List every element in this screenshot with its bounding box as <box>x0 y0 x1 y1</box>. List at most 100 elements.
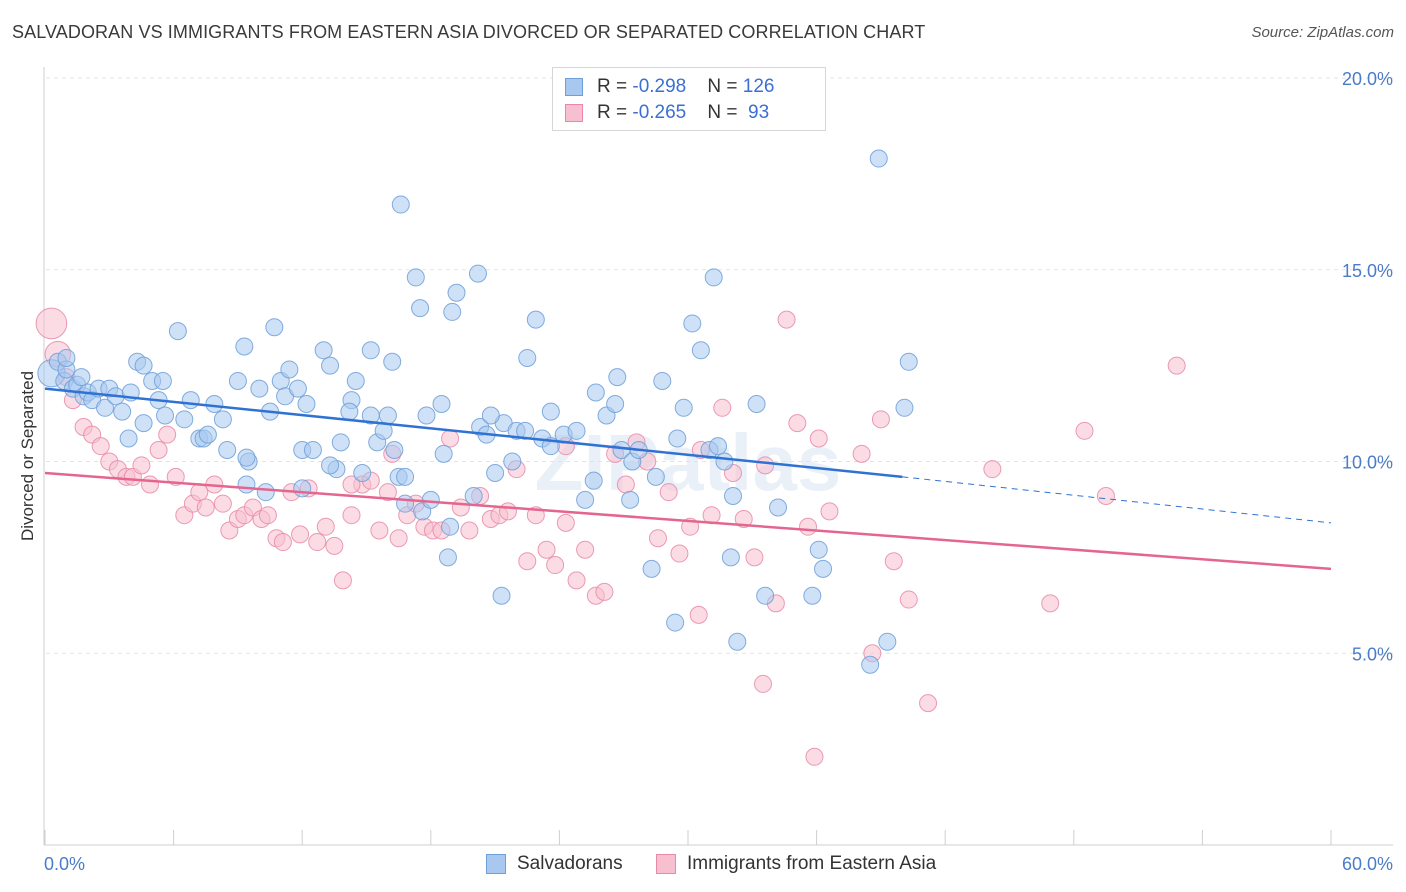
data-point <box>492 586 511 605</box>
data-point <box>235 337 254 356</box>
data-point <box>608 368 627 387</box>
data-point <box>567 421 586 440</box>
data-point <box>691 341 710 360</box>
data-point <box>72 368 91 387</box>
data-point <box>119 429 138 448</box>
data-point <box>754 674 773 693</box>
data-point <box>689 605 708 624</box>
data-point <box>250 379 269 398</box>
data-point <box>709 437 728 456</box>
legend-row-salvadorans: R = -0.298 N = 126 <box>565 76 774 100</box>
y-axis-label: Divorced or Separated <box>18 371 37 541</box>
data-point <box>205 394 224 413</box>
data-point <box>713 398 732 417</box>
data-point <box>715 452 734 471</box>
data-point <box>788 414 807 433</box>
data-point <box>809 540 828 559</box>
data-point <box>213 494 232 513</box>
data-point <box>704 268 723 287</box>
data-point <box>237 475 256 494</box>
data-point <box>256 483 275 502</box>
data-point <box>1041 594 1060 613</box>
data-point <box>721 548 740 567</box>
data-point <box>747 394 766 413</box>
data-point <box>237 448 256 467</box>
data-point <box>113 402 132 421</box>
data-point <box>674 398 693 417</box>
data-point <box>149 440 168 459</box>
trend-lines <box>44 387 1332 571</box>
data-point <box>331 433 350 452</box>
data-point <box>724 487 743 506</box>
data-point <box>141 475 160 494</box>
data-point <box>576 490 595 509</box>
legend-row-eastern-asia: R = -0.265 N = 93 <box>565 102 769 126</box>
data-point <box>441 517 460 536</box>
data-point <box>308 533 327 552</box>
axes <box>43 67 1393 846</box>
data-point <box>878 632 897 651</box>
data-point <box>814 559 833 578</box>
y-tick-label: 5.0% <box>1352 644 1393 664</box>
legend-swatch-pink <box>565 104 583 122</box>
data-point <box>919 694 938 713</box>
data-point <box>648 529 667 548</box>
data-point <box>899 352 918 371</box>
data-point <box>280 360 299 379</box>
data-point <box>134 356 153 375</box>
legend-swatch-pink <box>656 854 676 874</box>
data-point <box>526 310 545 329</box>
data-point <box>646 467 665 486</box>
trend-line-salvadorans <box>44 387 903 479</box>
chart-title: SALVADORAN VS IMMIGRANTS FROM EASTERN AS… <box>12 22 926 42</box>
data-point <box>820 502 839 521</box>
data-point <box>516 421 535 440</box>
x-tick-label: 0.0% <box>44 854 85 874</box>
data-point <box>756 586 775 605</box>
data-point <box>443 302 462 321</box>
data-point <box>57 348 76 367</box>
data-point <box>333 571 352 590</box>
data-point <box>132 456 151 475</box>
data-point <box>595 582 614 601</box>
data-point <box>460 521 479 540</box>
data-point <box>291 525 310 544</box>
y-tick-label: 10.0% <box>1342 453 1393 473</box>
legend-label: Salvadorans <box>517 853 623 874</box>
data-point <box>213 410 232 429</box>
data-point <box>486 464 505 483</box>
data-point <box>228 371 247 390</box>
data-point <box>871 410 890 429</box>
data-point <box>777 310 796 329</box>
x-tick-label: 60.0% <box>1342 854 1393 874</box>
series-blue-points <box>37 149 918 674</box>
data-point <box>175 410 194 429</box>
data-point <box>411 299 430 318</box>
data-point <box>884 552 903 571</box>
data-point <box>314 341 333 360</box>
data-point <box>181 391 200 410</box>
data-point <box>1167 356 1186 375</box>
legend-label: Immigrants from Eastern Asia <box>687 853 937 874</box>
trend-line-eastern-asia <box>44 471 1332 571</box>
data-point <box>666 613 685 632</box>
data-point <box>417 406 436 425</box>
source-credit: Source: ZipAtlas.com <box>1251 24 1394 41</box>
data-point <box>265 318 284 337</box>
data-point <box>546 556 565 575</box>
data-point <box>156 406 175 425</box>
data-point <box>168 322 187 341</box>
data-point <box>852 444 871 463</box>
data-point <box>447 283 466 302</box>
data-point <box>96 398 115 417</box>
data-point <box>745 548 764 567</box>
data-point <box>340 402 359 421</box>
data-point <box>153 371 172 390</box>
data-point <box>396 494 415 513</box>
data-point <box>683 314 702 333</box>
y-tick-label: 15.0% <box>1342 261 1393 281</box>
data-point <box>616 475 635 494</box>
data-point <box>273 533 292 552</box>
data-point <box>198 425 217 444</box>
